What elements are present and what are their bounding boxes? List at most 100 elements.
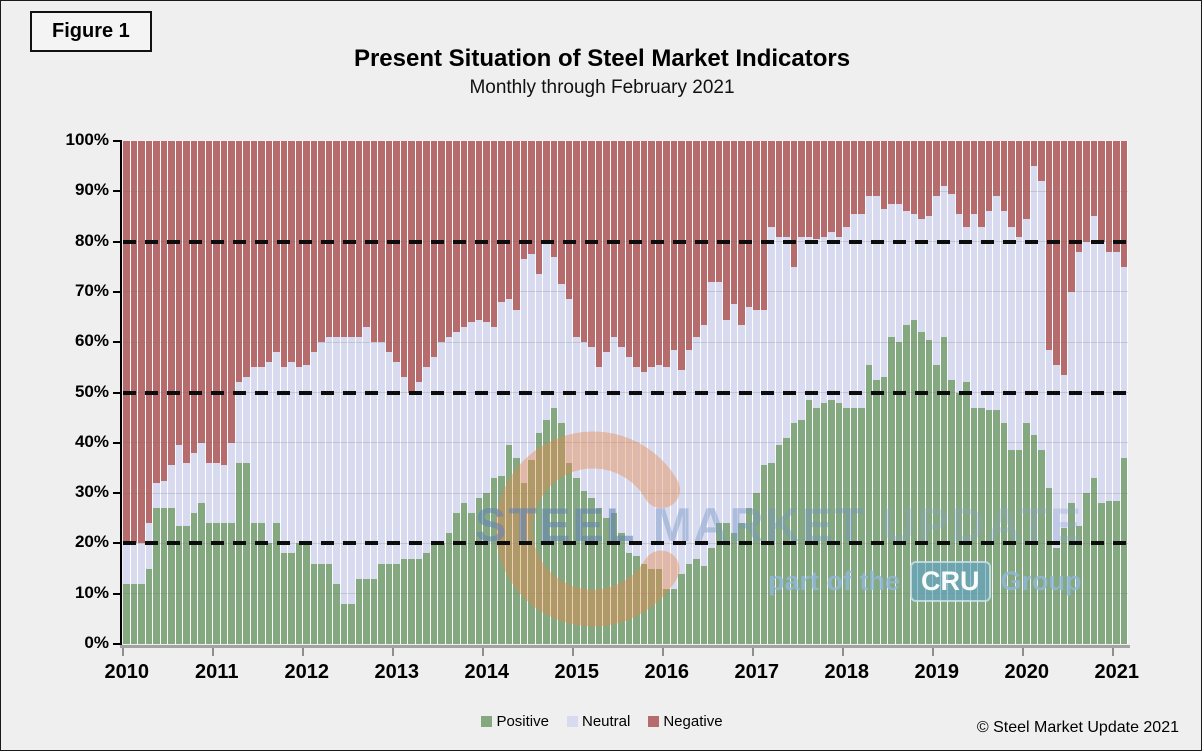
negative-segment [918,141,925,219]
positive-segment [723,523,730,644]
negative-segment [400,141,407,378]
positive-segment [648,568,655,644]
positive-segment [730,533,737,644]
neutral-segment [295,367,302,544]
positive-segment [685,563,692,644]
positive-segment [273,523,280,644]
negative-segment [655,141,662,365]
negative-segment [903,141,910,212]
negative-segment [213,141,220,463]
neutral-segment [1008,226,1015,451]
positive-segment [528,460,535,644]
positive-segment [670,588,677,644]
neutral-segment [1030,166,1037,436]
neutral-segment [835,236,842,403]
y-tick [113,492,121,495]
neutral-segment [130,543,137,584]
x-tick [752,648,754,656]
neutral-segment [730,304,737,534]
negative-segment [1038,141,1045,182]
gridline-60 [123,341,1128,343]
positive-segment [370,578,377,644]
plot-area: STEEL MARKET UPDATE part of the CRU Grou… [123,141,1128,644]
negative-segment [558,141,565,285]
negative-segment [610,141,617,338]
neutral-segment [408,392,415,559]
negative-segment [625,141,632,358]
dashed-line-80 [123,239,1128,244]
neutral-segment [220,465,227,524]
negative-segment [483,141,490,323]
negative-segment [153,141,160,484]
negative-segment [798,141,805,237]
positive-segment [228,523,235,644]
neutral-segment [498,301,505,476]
positive-segment [1015,450,1022,644]
neutral-segment [573,337,580,479]
neutral-segment [175,445,182,526]
positive-segment [760,465,767,644]
y-tick-label: 60% [74,331,109,351]
neutral-segment [595,367,602,509]
positive-segment [378,563,385,644]
chart-subtitle: Monthly through February 2021 [469,77,735,98]
x-tick-label: 2016 [644,661,690,683]
positive-segment [468,513,475,644]
gridline-70 [123,291,1128,293]
negative-segment [175,141,182,446]
positive-segment [153,508,160,644]
positive-segment [978,407,985,644]
neutral-segment [370,342,377,579]
positive-segment [745,508,752,644]
positive-segment [1120,457,1127,644]
positive-segment [325,563,332,644]
positive-segment [970,407,977,644]
x-tick [122,648,124,656]
neutral-segment [1075,251,1082,526]
negative-segment [355,141,362,338]
neutral-segment [340,337,347,604]
neutral-segment [475,319,482,499]
positive-segment [145,568,152,644]
negative-segment [235,141,242,383]
neutral-segment [490,327,497,479]
negative-segment [663,141,670,368]
neutral-segment [423,367,430,554]
negative-segment [790,141,797,267]
neutral-segment [1053,364,1060,549]
neutral-segment [1038,181,1045,451]
negative-segment [1075,141,1082,252]
neutral-segment [978,226,985,408]
negative-segment [490,141,497,328]
positive-segment [520,483,527,644]
negative-segment [310,141,317,353]
negative-segment [1113,141,1120,252]
neutral-segment [588,347,595,499]
legend-swatch-icon [481,716,493,727]
positive-segment [1000,422,1007,644]
x-tick-label: 2019 [914,661,960,683]
neutral-segment [123,543,130,584]
positive-segment [550,407,557,644]
positive-segment [490,478,497,644]
x-tick [662,648,664,656]
positive-segment [318,563,325,644]
positive-segment [573,478,580,644]
neutral-segment [903,211,910,325]
negative-segment [730,141,737,305]
negative-segment [1083,141,1090,242]
neutral-segment [678,369,685,574]
positive-segment [280,553,287,644]
neutral-segment [565,299,572,463]
negative-segment [648,141,655,368]
neutral-segment [828,231,835,401]
negative-segment [385,141,392,353]
neutral-segment [633,367,640,556]
negative-segment [978,141,985,227]
positive-segment [633,555,640,644]
neutral-segment [865,196,872,365]
negative-segment [445,141,452,338]
positive-segment [220,523,227,644]
negative-segment [1098,141,1105,242]
